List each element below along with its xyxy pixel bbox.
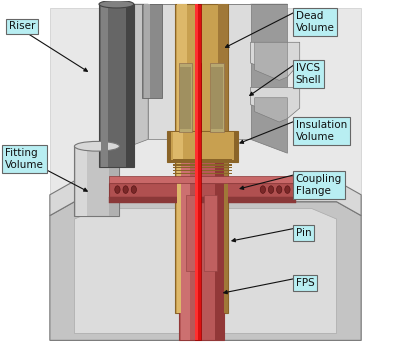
Bar (173, 173, 232, 174)
Polygon shape (109, 197, 296, 204)
Bar (166, 131, 238, 162)
Bar (76, 146, 87, 216)
Text: Insulation
Volume: Insulation Volume (296, 120, 347, 142)
Bar (109, 146, 120, 216)
Polygon shape (251, 4, 287, 153)
Text: Dead
Volume: Dead Volume (296, 11, 335, 33)
Bar (101, 4, 109, 167)
Bar (195, 4, 198, 340)
Polygon shape (111, 4, 148, 153)
Bar (173, 164, 232, 166)
Bar (126, 4, 134, 167)
Bar (177, 4, 187, 313)
Bar (173, 161, 232, 163)
Text: Coupling
Flange: Coupling Flange (296, 174, 342, 196)
Bar (204, 195, 217, 271)
Bar (180, 66, 191, 129)
Polygon shape (50, 181, 361, 216)
Bar (173, 132, 183, 160)
Polygon shape (50, 202, 361, 340)
Bar (142, 4, 162, 98)
Text: Pin: Pin (296, 228, 311, 238)
Ellipse shape (99, 0, 134, 8)
Polygon shape (255, 42, 287, 80)
Text: Fitting
Volume: Fitting Volume (5, 148, 44, 169)
Polygon shape (251, 42, 300, 77)
Bar (50, 8, 361, 340)
Bar (179, 63, 192, 132)
Bar (179, 150, 224, 340)
Polygon shape (251, 87, 300, 119)
Ellipse shape (131, 186, 136, 193)
Ellipse shape (123, 186, 128, 193)
Bar (181, 150, 190, 340)
Bar (211, 66, 223, 129)
Bar (218, 4, 228, 313)
Ellipse shape (74, 141, 120, 151)
Ellipse shape (260, 186, 266, 193)
Bar (195, 4, 201, 340)
Ellipse shape (285, 186, 290, 193)
Polygon shape (109, 183, 296, 197)
Polygon shape (74, 209, 337, 333)
Bar (144, 4, 150, 98)
Polygon shape (148, 4, 251, 139)
Bar (171, 132, 234, 160)
Polygon shape (255, 98, 287, 122)
Bar (74, 146, 120, 216)
Ellipse shape (268, 186, 274, 193)
Bar (173, 170, 232, 171)
Bar (210, 63, 224, 132)
Ellipse shape (277, 186, 282, 193)
Bar (196, 63, 201, 132)
Text: FPS: FPS (296, 278, 314, 288)
Bar (173, 167, 232, 168)
Text: Riser: Riser (9, 22, 35, 31)
Bar (99, 4, 134, 167)
Bar (173, 159, 232, 160)
Bar (175, 4, 228, 313)
Polygon shape (109, 176, 296, 183)
Text: IVCS
Shell: IVCS Shell (296, 63, 321, 85)
Bar (215, 150, 224, 340)
Ellipse shape (115, 186, 120, 193)
Bar (186, 195, 199, 271)
